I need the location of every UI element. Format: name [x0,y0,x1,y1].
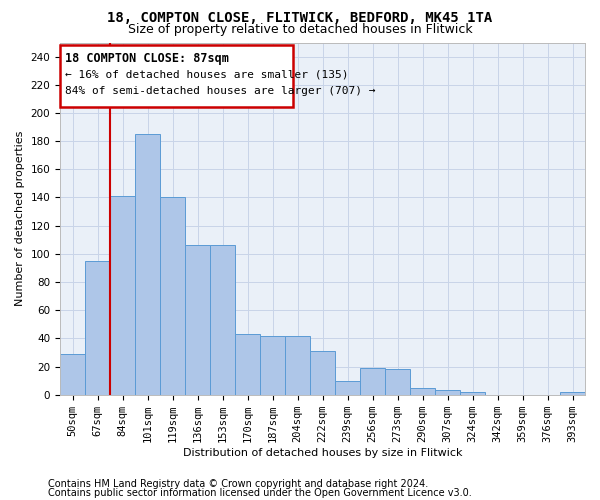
Bar [385,370,410,394]
Text: 18, COMPTON CLOSE, FLITWICK, BEDFORD, MK45 1TA: 18, COMPTON CLOSE, FLITWICK, BEDFORD, MK… [107,11,493,25]
Bar [560,392,585,394]
Text: ← 16% of detached houses are smaller (135): ← 16% of detached houses are smaller (13… [65,70,349,80]
Text: Contains public sector information licensed under the Open Government Licence v3: Contains public sector information licen… [48,488,472,498]
Text: 84% of semi-detached houses are larger (707) →: 84% of semi-detached houses are larger (… [65,86,376,96]
Bar [110,196,135,394]
Bar [235,334,260,394]
X-axis label: Distribution of detached houses by size in Flitwick: Distribution of detached houses by size … [183,448,462,458]
Bar [60,354,85,395]
Y-axis label: Number of detached properties: Number of detached properties [15,131,25,306]
Bar [160,198,185,394]
Bar [460,392,485,394]
Bar [210,246,235,394]
Bar [335,380,360,394]
Text: Size of property relative to detached houses in Flitwick: Size of property relative to detached ho… [128,22,472,36]
Text: 18 COMPTON CLOSE: 87sqm: 18 COMPTON CLOSE: 87sqm [65,52,229,66]
Bar [185,246,210,394]
Bar [360,368,385,394]
FancyBboxPatch shape [60,46,293,108]
Bar [410,388,435,394]
Bar [310,351,335,395]
Bar [260,336,285,394]
Bar [85,261,110,394]
Bar [285,336,310,394]
Bar [435,390,460,394]
Bar [135,134,160,394]
Text: Contains HM Land Registry data © Crown copyright and database right 2024.: Contains HM Land Registry data © Crown c… [48,479,428,489]
